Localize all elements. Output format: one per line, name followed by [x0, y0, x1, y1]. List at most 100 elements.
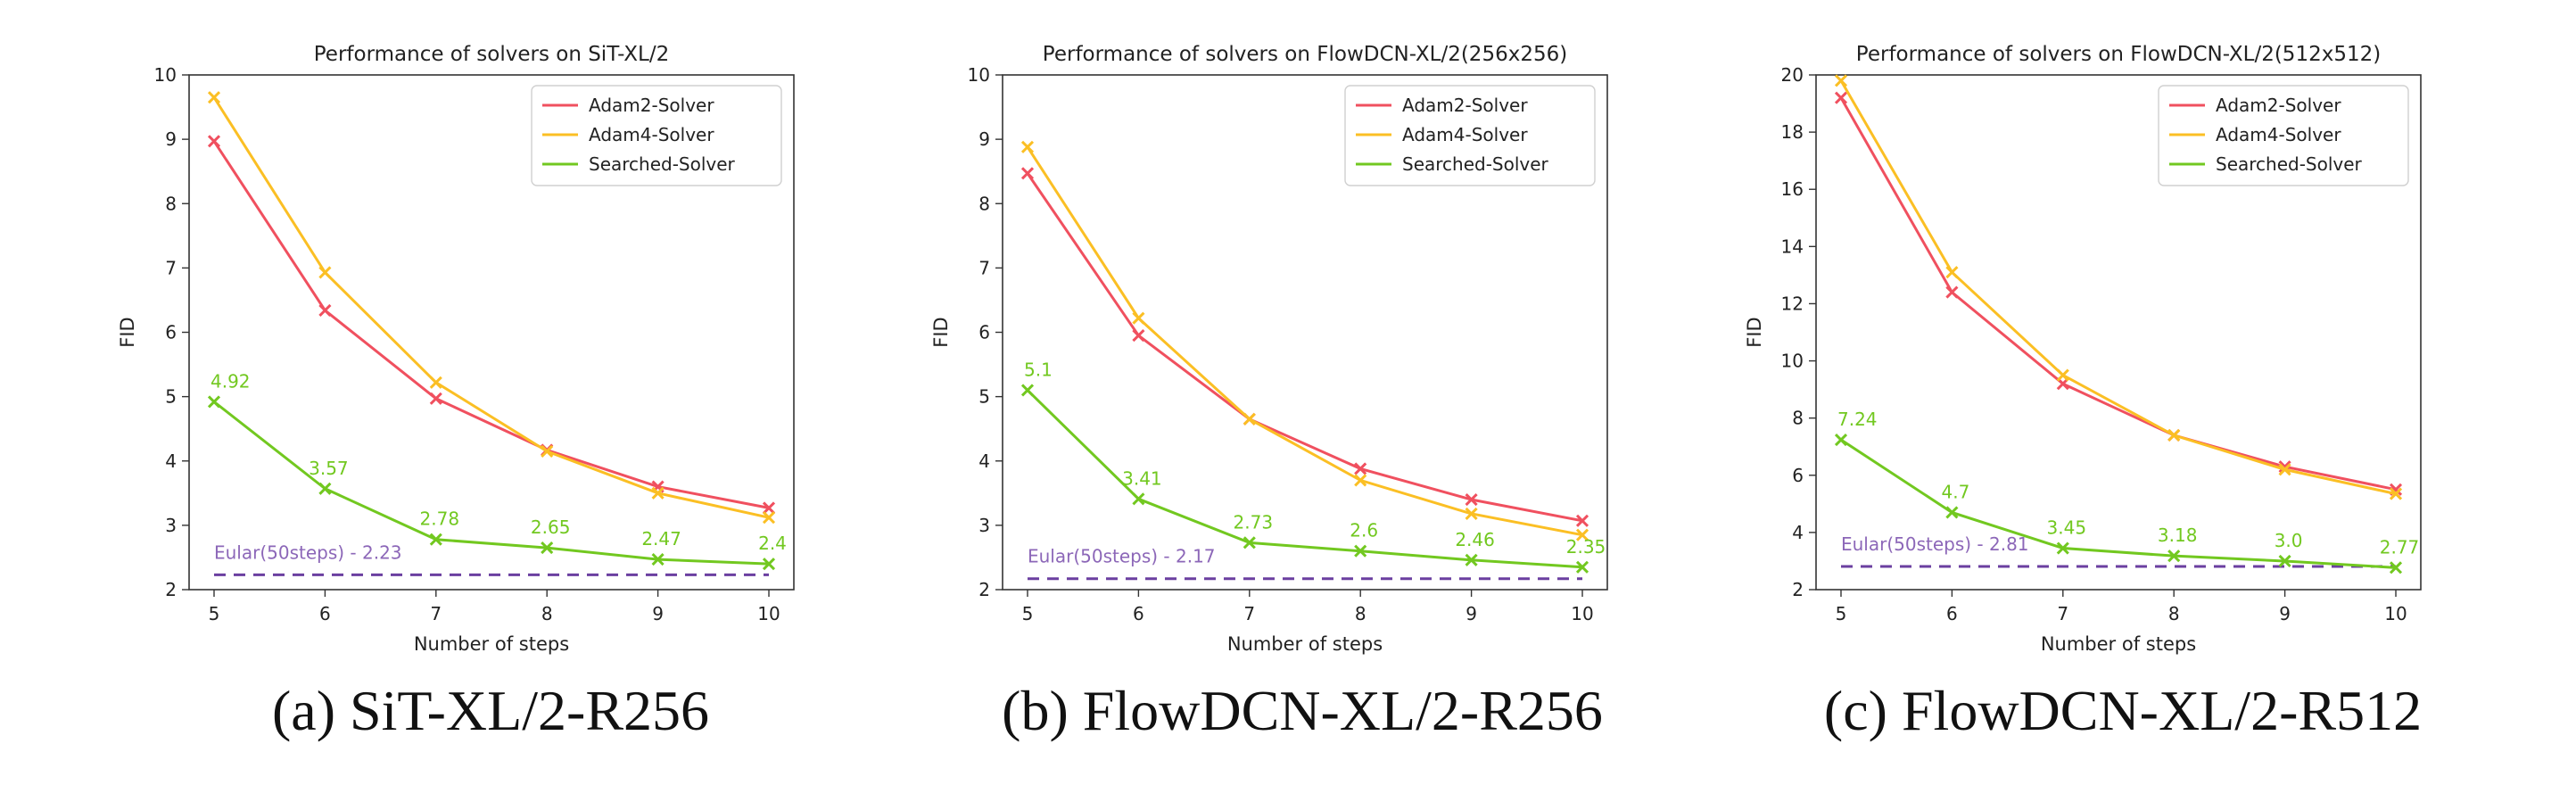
series-line-adam2-solver	[1026, 172, 1583, 523]
y-tick-label: 2	[978, 579, 990, 600]
y-tick-label: 8	[978, 193, 990, 214]
x-tick-label: 8	[1355, 603, 1366, 624]
point-marker-searched-solver	[651, 553, 665, 566]
point-marker-adam2-solver	[318, 303, 332, 318]
point-marker-searched-solver	[2278, 554, 2291, 568]
point-marker-adam4-solver	[762, 511, 776, 525]
legend-label-adam2-solver: Adam2-Solver	[1402, 95, 1528, 116]
x-tick-label: 8	[2168, 603, 2180, 624]
y-tick-label: 3	[978, 515, 990, 536]
y-tick-label: 14	[1781, 236, 1804, 257]
point-marker-adam4-solver	[2167, 428, 2181, 442]
point-marker-adam2-solver	[429, 392, 442, 405]
point-marker-adam4-solver	[1243, 412, 1256, 426]
data-label-searched-solver: 3.41	[1122, 467, 1162, 489]
point-marker-adam2-solver	[1354, 462, 1367, 475]
point-marker-adam4-solver	[1945, 266, 1959, 279]
chart-title: Performance of solvers on SiT-XL/2	[314, 43, 670, 66]
point-marker-adam4-solver	[2389, 487, 2403, 500]
point-marker-searched-solver	[762, 558, 776, 571]
series-line-searched-solver	[213, 401, 770, 566]
point-marker-adam4-solver	[651, 486, 665, 500]
x-tick-label: 10	[757, 603, 780, 624]
y-tick-label: 16	[1781, 178, 1804, 200]
x-tick-label: 5	[1022, 603, 1034, 624]
series-line-adam4-solver	[1839, 79, 2397, 496]
point-marker-adam4-solver	[429, 376, 442, 389]
point-marker-searched-solver	[2056, 541, 2069, 555]
x-tick-label: 6	[319, 603, 331, 624]
chart-title: Performance of solvers on FlowDCN-XL/2(2…	[1043, 43, 1567, 66]
baseline-label: Eular(50steps) - 2.81	[1841, 533, 2029, 555]
point-marker-adam4-solver	[2056, 368, 2069, 382]
plot-frame	[1815, 74, 2422, 591]
y-tick-label: 12	[1781, 293, 1804, 314]
point-marker-searched-solver	[1243, 536, 1256, 550]
legend-label-adam2-solver: Adam2-Solver	[2216, 95, 2341, 116]
point-marker-adam2-solver	[1465, 492, 1478, 507]
point-marker-searched-solver	[318, 482, 332, 495]
y-tick-label: 8	[165, 193, 177, 214]
y-tick-label: 8	[1792, 408, 1804, 429]
x-tick-label: 7	[430, 603, 442, 624]
series-line-adam4-solver	[212, 96, 770, 519]
legend-label-searched-solver: Searched-Solver	[2216, 153, 2363, 175]
point-marker-adam2-solver	[1132, 329, 1145, 343]
data-label-searched-solver: 2.78	[420, 508, 460, 530]
data-label-searched-solver: 2.35	[1566, 536, 1606, 558]
data-label-searched-solver: 2.77	[2380, 536, 2420, 558]
x-tick-label: 10	[1571, 603, 1593, 624]
point-marker-searched-solver	[2167, 550, 2181, 563]
legend-box	[2158, 85, 2409, 186]
point-marker-searched-solver	[1945, 506, 1959, 519]
chart-panel-c: Performance of solvers on FlowDCN-XL/2(5…	[1744, 43, 2422, 655]
y-axis-label: FID	[930, 317, 952, 347]
caption-b: (b) FlowDCN-XL/2-R256	[1002, 679, 1603, 742]
point-marker-searched-solver	[1020, 384, 1035, 397]
baseline-label: Eular(50steps) - 2.23	[214, 541, 402, 563]
point-marker-adam2-solver	[1575, 514, 1589, 527]
series-line-searched-solver	[1026, 389, 1583, 569]
data-label-searched-solver: 2.65	[531, 516, 571, 538]
y-tick-label: 5	[165, 386, 177, 408]
series-line-adam2-solver	[1839, 96, 2397, 492]
x-tick-label: 6	[1133, 603, 1144, 624]
series-line-adam4-solver	[1026, 145, 1583, 537]
point-marker-searched-solver	[207, 395, 221, 409]
x-tick-label: 9	[1466, 603, 1477, 624]
data-label-searched-solver: 4.7	[1941, 481, 1969, 502]
legend-box	[1344, 85, 1596, 186]
point-marker-adam4-solver	[1132, 311, 1145, 325]
point-marker-adam2-solver	[207, 135, 221, 148]
data-label-searched-solver: 3.18	[2158, 525, 2198, 546]
x-tick-label: 9	[652, 603, 664, 624]
series-line-adam2-solver	[212, 140, 770, 509]
x-tick-label: 7	[2057, 603, 2068, 624]
point-marker-adam2-solver	[1834, 91, 1848, 104]
x-axis-label: Number of steps	[414, 633, 569, 655]
x-tick-label: 6	[1946, 603, 1958, 624]
data-label-searched-solver: 3.57	[309, 458, 349, 479]
chart-title: Performance of solvers on FlowDCN-XL/2(5…	[1856, 43, 2381, 66]
y-tick-label: 4	[1792, 522, 1804, 543]
data-label-searched-solver: 2.6	[1350, 520, 1378, 541]
point-marker-searched-solver	[1465, 553, 1478, 566]
point-marker-adam2-solver	[1020, 167, 1035, 180]
point-marker-adam4-solver	[1834, 74, 1848, 87]
y-tick-label: 3	[165, 515, 177, 536]
point-marker-adam4-solver	[1020, 140, 1035, 153]
legend-label-adam4-solver: Adam4-Solver	[2216, 124, 2341, 145]
point-marker-adam4-solver	[541, 444, 554, 458]
y-tick-label: 5	[978, 386, 990, 408]
y-tick-label: 10	[1781, 351, 1804, 372]
baseline-label: Eular(50steps) - 2.17	[1028, 546, 1216, 567]
y-tick-label: 10	[154, 64, 177, 86]
point-marker-searched-solver	[1132, 492, 1145, 506]
point-marker-adam2-solver	[762, 501, 776, 515]
data-label-searched-solver: 7.24	[1837, 409, 1878, 430]
y-tick-label: 6	[1792, 465, 1804, 486]
point-marker-searched-solver	[1354, 544, 1367, 558]
y-tick-label: 4	[165, 450, 177, 472]
x-tick-label: 8	[541, 603, 553, 624]
